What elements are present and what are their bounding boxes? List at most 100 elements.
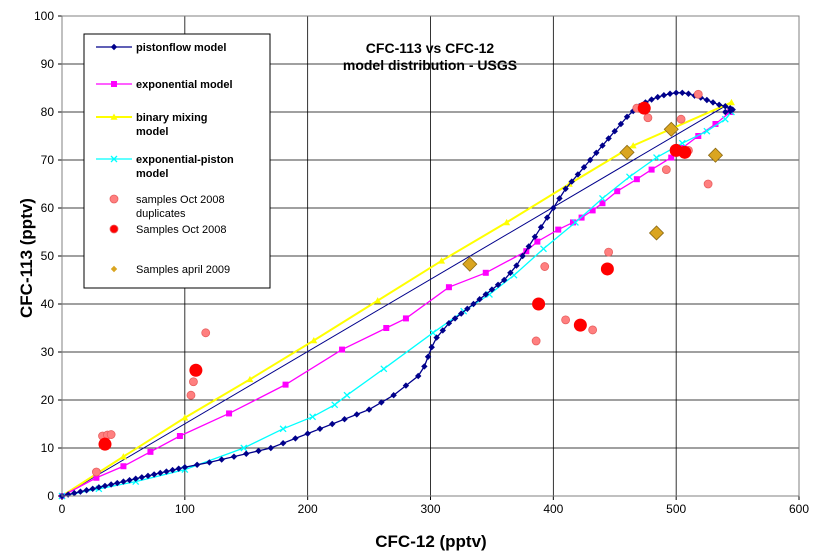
series-binary-mixing-model [58, 98, 735, 499]
data-point-pistonflow-model [660, 92, 668, 99]
x-tick-label: 600 [789, 502, 809, 516]
data-point-pistonflow-model [428, 344, 435, 351]
data-point-pistonflow-model [144, 472, 152, 480]
data-point-pistonflow-model [629, 107, 637, 115]
data-point-pistonflow-model [501, 276, 508, 284]
data-point-pistonflow-model [537, 224, 545, 231]
legend-marker [109, 194, 119, 204]
legend-label: model [136, 126, 168, 138]
data-point-exponential-piston-model [380, 365, 388, 373]
data-point-samples-oct-2008-duplicates [676, 114, 686, 124]
legend-label: exponential model [136, 79, 233, 91]
y-tick-label: 90 [41, 57, 55, 71]
data-point-binary-mixing-model [374, 297, 382, 304]
data-point-pistonflow-model [727, 107, 734, 115]
data-point-pistonflow-model [421, 363, 428, 370]
data-point-pistonflow-model [169, 466, 176, 474]
data-point-pistonflow-model [138, 474, 146, 481]
data-point-binary-mixing-model [246, 375, 254, 383]
data-point-pistonflow-model [243, 450, 250, 457]
data-point-pistonflow-model [482, 291, 489, 298]
data-point-samples-oct-2008-duplicates [588, 325, 598, 335]
data-point-pistonflow-model [525, 243, 532, 250]
legend-label: Samples april 2009 [136, 264, 230, 276]
data-point-exponential-model [445, 284, 452, 291]
data-point-exponential-model [633, 176, 640, 183]
data-point-pistonflow-model [433, 334, 440, 341]
legend-label: model [136, 168, 168, 180]
y-tick-label: 50 [41, 249, 55, 263]
data-point-samples-oct-2008-duplicates [703, 179, 713, 189]
data-point-pistonflow-model [378, 399, 385, 406]
x-tick-label: 400 [543, 502, 563, 516]
data-point-exponential-piston-model [703, 127, 711, 135]
data-point-samples-oct-2008-duplicates [186, 390, 196, 400]
data-point-exponential-piston-model [429, 329, 437, 337]
data-point-exponential-model [569, 219, 576, 226]
data-point-pistonflow-model [599, 142, 606, 149]
plot-frame [61, 15, 800, 497]
data-point-pistonflow-model [464, 305, 471, 312]
data-point-binary-mixing-model [629, 142, 637, 149]
data-point-pistonflow-model [648, 96, 655, 103]
data-point-pistonflow-model [132, 475, 139, 482]
data-point-samples-oct-2008-duplicates [531, 336, 541, 346]
series-layer [58, 89, 736, 500]
data-point-samples-oct-2008 [189, 363, 203, 377]
data-point-exponential-piston-model [240, 444, 248, 452]
data-point-samples-oct-2008-duplicates [201, 328, 211, 338]
data-point-pistonflow-model [445, 320, 453, 327]
data-point-pistonflow-model [89, 485, 96, 492]
data-point-exponential-model [614, 188, 621, 195]
y-tick-label: 80 [41, 105, 55, 119]
data-point-pistonflow-model [267, 444, 275, 452]
data-point-pistonflow-model [150, 471, 158, 478]
series-samples-oct-2008-duplicates [91, 89, 713, 477]
data-point-exponential-piston-model [540, 245, 547, 253]
legend-entry: pistonflow model [96, 42, 226, 54]
x-tick-label: 0 [59, 502, 66, 516]
data-point-pistonflow-model [424, 353, 432, 360]
data-point-pistonflow-model [451, 315, 459, 322]
data-point-pistonflow-model [157, 469, 164, 477]
data-point-pistonflow-model [715, 101, 723, 108]
data-point-pistonflow-model [519, 252, 526, 260]
data-point-exponential-model [176, 433, 183, 439]
data-point-exponential-model [226, 410, 233, 417]
legend-box [83, 33, 271, 289]
data-point-pistonflow-model [230, 453, 238, 460]
data-point-exponential-model [668, 154, 675, 161]
data-point-samples-oct-2008 [637, 101, 651, 115]
data-point-exponential-model [120, 463, 127, 470]
data-point-pistonflow-model [206, 459, 213, 466]
legend-label: binary mixing [136, 112, 208, 124]
data-point-binary-mixing-model [119, 453, 127, 460]
data-point-exponential-model [339, 346, 346, 353]
data-point-samples-oct-2008-duplicates [643, 113, 653, 123]
data-point-pistonflow-model [163, 468, 170, 475]
tick-labels: 0 100 200 300 400 500 600 0 10 20 30 40 50 60 70 80 90 10… [34, 9, 809, 516]
legend-entry: Samples Oct 2008 [109, 224, 227, 236]
data-point-pistonflow-model [255, 447, 262, 455]
data-point-pistonflow-model [470, 300, 477, 308]
data-point-binary-mixing-model [310, 336, 318, 344]
data-point-samples-oct-2008-duplicates [91, 467, 101, 477]
data-point-exponential-piston-model [331, 401, 339, 409]
data-point-samples-oct-2008 [678, 145, 692, 159]
data-point-pistonflow-model [390, 392, 397, 399]
data-point-pistonflow-model [353, 411, 360, 418]
legend-label: samples Oct 2008 [136, 194, 225, 206]
x-tick-label: 500 [666, 502, 686, 516]
data-point-pistonflow-model [494, 281, 502, 288]
y-tick-label: 40 [41, 297, 55, 311]
x-tick-label: 300 [420, 502, 440, 516]
data-point-samples-oct-2008-duplicates [661, 165, 671, 175]
data-point-samples-april-2009 [648, 225, 665, 241]
data-point-pistonflow-model [679, 89, 686, 96]
data-point-pistonflow-model [101, 482, 109, 490]
data-point-exponential-model [93, 474, 100, 481]
legend-entry: samples Oct 2008 duplicates [109, 194, 225, 220]
data-point-pistonflow-model [709, 99, 717, 106]
data-point-pistonflow-model [562, 185, 569, 192]
